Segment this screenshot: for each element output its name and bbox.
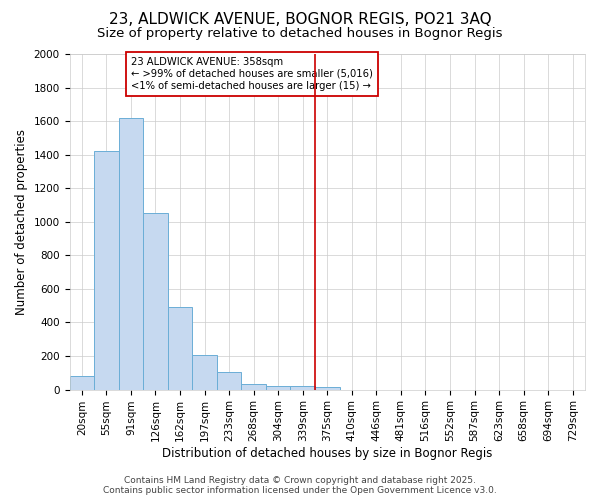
Bar — [241, 384, 266, 390]
Y-axis label: Number of detached properties: Number of detached properties — [15, 129, 28, 315]
X-axis label: Distribution of detached houses by size in Bognor Regis: Distribution of detached houses by size … — [162, 447, 493, 460]
Bar — [315, 387, 340, 390]
Bar — [290, 386, 315, 390]
Text: 23, ALDWICK AVENUE, BOGNOR REGIS, PO21 3AQ: 23, ALDWICK AVENUE, BOGNOR REGIS, PO21 3… — [109, 12, 491, 28]
Bar — [143, 212, 168, 390]
Bar — [70, 376, 94, 390]
Text: 23 ALDWICK AVENUE: 358sqm
← >99% of detached houses are smaller (5,016)
<1% of s: 23 ALDWICK AVENUE: 358sqm ← >99% of deta… — [131, 58, 373, 90]
Bar — [168, 308, 192, 390]
Bar — [119, 118, 143, 390]
Bar — [94, 152, 119, 390]
Text: Size of property relative to detached houses in Bognor Regis: Size of property relative to detached ho… — [97, 28, 503, 40]
Bar — [217, 372, 241, 390]
Bar — [192, 355, 217, 390]
Bar — [266, 386, 290, 390]
Text: Contains HM Land Registry data © Crown copyright and database right 2025.
Contai: Contains HM Land Registry data © Crown c… — [103, 476, 497, 495]
